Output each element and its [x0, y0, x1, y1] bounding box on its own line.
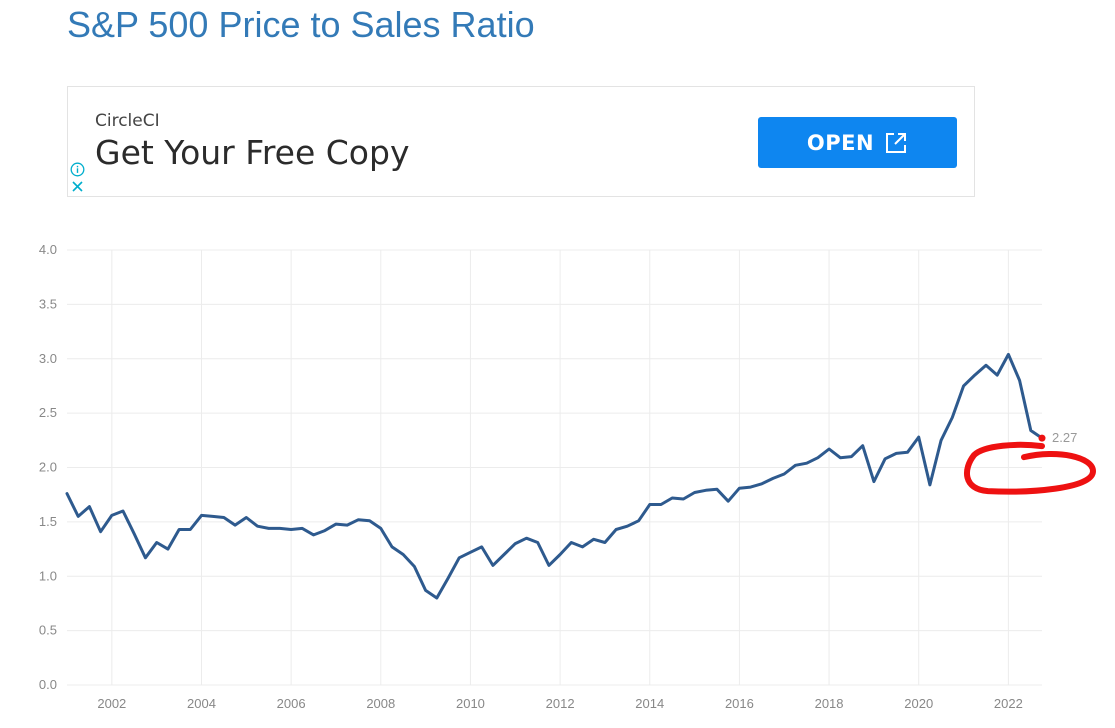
x-tick-label: 2016	[725, 696, 754, 711]
x-tick-label: 2004	[187, 696, 216, 711]
external-link-icon	[886, 132, 907, 153]
x-tick-label: 2018	[815, 696, 844, 711]
ad-headline[interactable]: Get Your Free Copy	[95, 133, 410, 172]
last-value-label: 2.27	[1052, 430, 1077, 445]
y-tick-label: 3.0	[39, 351, 57, 366]
y-tick-label: 0.0	[39, 677, 57, 692]
ad-brand-name: CircleCI	[95, 111, 160, 131]
x-tick-label: 2008	[366, 696, 395, 711]
y-tick-label: 1.5	[39, 514, 57, 529]
y-tick-label: 3.5	[39, 296, 57, 311]
y-tick-label: 2.5	[39, 405, 57, 420]
last-point-marker	[1038, 434, 1046, 442]
y-tick-label: 4.0	[39, 242, 57, 257]
price-to-sales-chart: 0.0 0.5 1.0 1.5 2.0 2.5 3.0 3.5 4.0 2002 2004 2006 2…	[39, 242, 1096, 711]
red-annotation-circle	[964, 441, 1096, 495]
x-tick-label: 2020	[904, 696, 933, 711]
ad-banner[interactable]: CircleCI Get Your Free Copy OPEN	[67, 86, 975, 197]
page-title: S&P 500 Price to Sales Ratio	[67, 4, 535, 45]
y-tick-label: 0.5	[39, 623, 57, 638]
x-tick-label: 2006	[277, 696, 306, 711]
x-tick-label: 2002	[97, 696, 126, 711]
ad-open-button[interactable]: OPEN	[758, 117, 957, 168]
x-tick-label: 2022	[994, 696, 1023, 711]
series-line	[65, 352, 1044, 600]
close-icon[interactable]	[71, 180, 84, 193]
x-tick-label: 2010	[456, 696, 485, 711]
y-tick-label: 1.0	[39, 568, 57, 583]
x-tick-label: 2012	[546, 696, 575, 711]
y-tick-label: 2.0	[39, 460, 57, 475]
info-icon[interactable]	[70, 162, 85, 177]
ad-open-button-label: OPEN	[806, 130, 875, 155]
x-tick-label: 2014	[635, 696, 664, 711]
